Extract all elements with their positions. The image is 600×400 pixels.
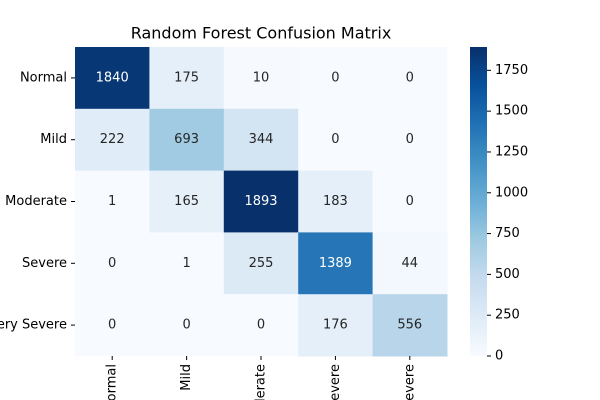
x-tick-label: Moderate [254, 364, 269, 400]
cell-label: 556 [397, 318, 422, 333]
cell [149, 170, 225, 233]
cell [223, 232, 299, 295]
cell [75, 170, 150, 233]
cell [149, 47, 225, 110]
y-tick-label: Severe [22, 256, 67, 271]
x-tick-label: Mild [179, 364, 194, 391]
colorbar-tick-label: 1750 [495, 63, 528, 78]
cell-label: 1 [182, 256, 190, 271]
x-tick-label: Very Severe [402, 364, 417, 400]
y-tick-label: Moderate [5, 194, 67, 209]
cell [223, 108, 299, 172]
colorbar-tick-label: 1250 [495, 144, 528, 159]
cell-label: 0 [108, 256, 116, 271]
x-tick-label: Severe [328, 364, 343, 400]
cell [75, 47, 150, 110]
cell [75, 294, 150, 357]
cell [149, 108, 225, 172]
cell [298, 47, 374, 110]
cell-label: 693 [174, 132, 199, 147]
colorbar [470, 47, 487, 356]
cell-label: 1 [108, 194, 116, 209]
cell-label: 165 [174, 194, 199, 209]
cell-label: 176 [323, 318, 348, 333]
cell [372, 47, 448, 110]
cell [75, 232, 150, 295]
cell-label: 255 [249, 256, 274, 271]
cell [223, 170, 299, 233]
chart-title: Random Forest Confusion Matrix [131, 24, 392, 43]
y-tick-label: Very Severe [0, 318, 67, 333]
colorbar-tick-label: 0 [495, 349, 503, 364]
cell [223, 47, 299, 110]
colorbar-tick-label: 750 [495, 226, 520, 241]
cell-label: 0 [406, 132, 414, 147]
cell [149, 294, 225, 357]
cell-label: 0 [257, 318, 265, 333]
cell [372, 108, 448, 172]
cell-label: 0 [331, 70, 339, 85]
cell [223, 294, 299, 357]
cell-label: 10 [253, 70, 270, 85]
cell [298, 170, 374, 233]
cell-label: 0 [182, 318, 190, 333]
cell-label: 222 [100, 132, 125, 147]
cell [298, 232, 374, 295]
cell [298, 108, 374, 172]
cell-label: 0 [406, 194, 414, 209]
x-tick-label: Normal [105, 364, 120, 400]
colorbar-tick-label: 500 [495, 267, 520, 282]
cell-label: 183 [323, 194, 348, 209]
cell-label: 44 [402, 256, 419, 271]
cell-label: 344 [249, 132, 274, 147]
colorbar-tick-label: 250 [495, 308, 520, 323]
cell [75, 108, 150, 172]
cell-label: 0 [406, 70, 414, 85]
y-tick-label: Mild [40, 132, 67, 147]
cell [149, 232, 225, 295]
cell [372, 232, 448, 295]
cell [372, 294, 448, 357]
cell [298, 294, 374, 357]
cell-label: 175 [174, 70, 199, 85]
y-tick-label: Normal [20, 70, 67, 85]
cell-label: 1389 [319, 256, 352, 271]
cell-label: 0 [108, 318, 116, 333]
colorbar-tick-label: 1000 [495, 185, 528, 200]
colorbar-tick-label: 1500 [495, 104, 528, 119]
cell-label: 1840 [96, 70, 129, 85]
cell-label: 0 [331, 132, 339, 147]
cell [372, 170, 448, 233]
cell-label: 1893 [244, 194, 277, 209]
